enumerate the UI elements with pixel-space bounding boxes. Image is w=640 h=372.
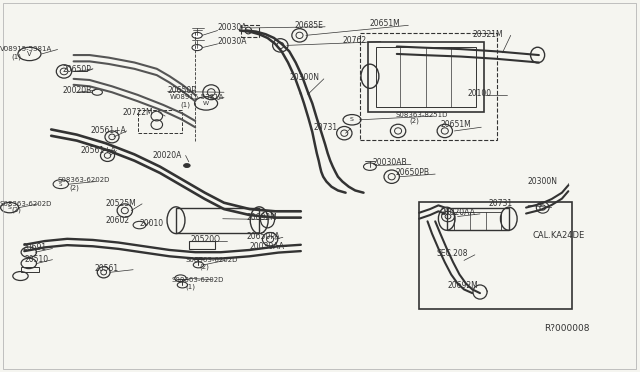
Text: 20561+A: 20561+A [81, 146, 116, 155]
Bar [419, 202, 572, 309]
Text: 20650P: 20650P [168, 86, 196, 95]
Text: (2): (2) [12, 207, 21, 214]
Text: (1): (1) [180, 102, 191, 108]
Text: 20525M: 20525M [106, 199, 136, 208]
Text: 20692M: 20692M [246, 213, 277, 222]
Text: 20691: 20691 [22, 243, 47, 252]
Text: R?000008: R?000008 [544, 324, 589, 333]
Text: V08915-5381A: V08915-5381A [0, 46, 52, 52]
Text: (1): (1) [186, 283, 196, 290]
Text: S: S [59, 182, 63, 187]
Text: 20602: 20602 [106, 216, 130, 225]
Text: 20100: 20100 [467, 89, 492, 98]
Text: (2): (2) [69, 184, 79, 191]
Text: 20762: 20762 [342, 36, 367, 45]
Text: 20010: 20010 [140, 219, 164, 228]
Bar [138, 110, 182, 133]
Text: 20300N: 20300N [289, 73, 319, 82]
Circle shape [192, 45, 202, 51]
Text: 20685E: 20685E [294, 21, 323, 30]
Text: 20731: 20731 [314, 123, 338, 132]
Text: CAL.KA24DE: CAL.KA24DE [532, 231, 585, 240]
Text: SEC.208: SEC.208 [436, 249, 468, 258]
Text: 20030AA: 20030AA [250, 242, 285, 251]
Text: (1): (1) [12, 53, 22, 60]
Text: 20321M: 20321M [472, 30, 503, 39]
Text: S08363-6202D: S08363-6202D [172, 277, 224, 283]
Text: 20510: 20510 [24, 255, 49, 264]
Text: 20561: 20561 [95, 264, 119, 273]
Text: 20692M: 20692M [448, 281, 479, 290]
Text: 20561+A: 20561+A [91, 126, 127, 135]
Text: 20650P: 20650P [63, 65, 92, 74]
Bar [21, 267, 39, 272]
Bar [189, 241, 215, 249]
Text: 20520O: 20520O [191, 235, 221, 244]
Text: 20020AA: 20020AA [440, 208, 475, 217]
Text: S: S [8, 205, 12, 210]
Text: S08363-6202D: S08363-6202D [58, 177, 110, 183]
Text: W: W [203, 101, 209, 106]
Text: S08363-6202D: S08363-6202D [186, 257, 238, 263]
Text: 20030A: 20030A [218, 23, 247, 32]
Text: S: S [350, 117, 354, 122]
Bar [447, 208, 509, 230]
Text: 20300N: 20300N [527, 177, 557, 186]
Text: 20651M: 20651M [370, 19, 401, 28]
Text: S08363-8251D: S08363-8251D [396, 112, 448, 118]
Text: S08363-6202D: S08363-6202D [0, 201, 52, 207]
Text: 20030AB: 20030AB [372, 158, 407, 167]
Text: 20722M: 20722M [123, 108, 154, 117]
Text: W08915-5381A: W08915-5381A [170, 94, 224, 100]
Bar [368, 42, 484, 112]
Text: 20020A: 20020A [152, 151, 182, 160]
Bar [376, 46, 476, 107]
Bar [241, 25, 259, 37]
Bar [176, 208, 259, 233]
Text: 20731: 20731 [489, 199, 513, 208]
Text: V: V [27, 51, 32, 57]
Circle shape [184, 164, 190, 167]
Bar [454, 212, 501, 230]
Text: 20651M: 20651M [440, 120, 471, 129]
Text: (2): (2) [410, 118, 419, 124]
Text: 20650PB: 20650PB [396, 169, 429, 177]
Text: 20030A: 20030A [218, 37, 247, 46]
Text: (2): (2) [200, 263, 209, 270]
Circle shape [192, 32, 202, 38]
Text: 20020B: 20020B [63, 86, 92, 95]
Bar [360, 33, 497, 140]
Text: 20650PA: 20650PA [246, 232, 280, 241]
